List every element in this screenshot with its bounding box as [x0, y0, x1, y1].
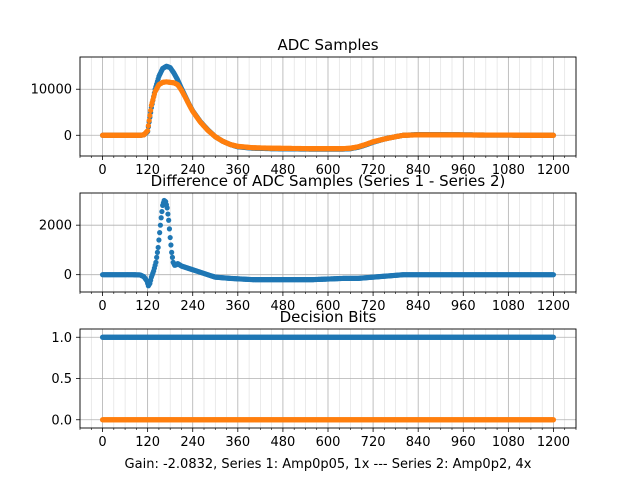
- data-point: [154, 249, 161, 255]
- x-tick-label: 960: [451, 299, 476, 314]
- x-tick-label: 0: [98, 163, 106, 178]
- x-tick-label: 240: [180, 435, 205, 450]
- data-point: [169, 249, 175, 255]
- data-point: [550, 417, 557, 423]
- data-point: [164, 205, 170, 211]
- major-gridlines: [80, 329, 576, 428]
- series-2-points: [99, 417, 557, 423]
- x-axis: 0 120 240 360 480 600 720 840 960 1080 1200: [79, 292, 577, 314]
- chart-title: Difference of ADC Samples (Series 1 - Se…: [151, 172, 506, 190]
- x-tick-label: 600: [316, 299, 341, 314]
- figure-footer: Gain: -2.0832, Series 1: Amp0p05, 1x ---…: [125, 457, 532, 472]
- minor-gridlines: [79, 193, 577, 292]
- x-tick-label: 600: [316, 163, 341, 178]
- x-tick-label: 360: [225, 299, 250, 314]
- data-point: [157, 222, 164, 228]
- chart-title: Decision Bits: [280, 308, 377, 326]
- data-point: [166, 217, 172, 223]
- y-tick-label: 2000: [39, 219, 72, 234]
- data-point: [550, 132, 557, 138]
- series-1-points: [99, 334, 557, 340]
- x-tick-label: 1080: [492, 435, 525, 450]
- x-axis: 0 120 240 360 480 600 720 840 960 1080 1200: [79, 428, 577, 450]
- x-tick-label: 240: [180, 163, 205, 178]
- major-gridlines: [80, 57, 576, 156]
- x-tick-label: 720: [361, 163, 386, 178]
- data-point: [550, 334, 557, 340]
- data-point: [148, 107, 154, 114]
- x-tick-label: 720: [361, 435, 386, 450]
- data-point: [169, 254, 176, 260]
- data-point: [147, 112, 153, 119]
- subplot-1: 0 120 240 360 480 600 720 840 960 1080 1200 0 10000 A…: [31, 36, 577, 178]
- y-axis: 0 2000: [39, 219, 80, 283]
- chart-title: ADC Samples: [277, 36, 378, 54]
- x-tick-label: 840: [406, 435, 431, 450]
- x-tick-label: 840: [406, 299, 431, 314]
- x-tick-label: 1080: [492, 299, 525, 314]
- x-tick-label: 1080: [492, 163, 525, 178]
- x-tick-label: 960: [451, 163, 476, 178]
- x-tick-label: 120: [135, 163, 160, 178]
- y-tick-label: 0.0: [51, 413, 72, 428]
- data-point: [153, 259, 159, 265]
- subplot-3: 0 120 240 360 480 600 720 840 960 1080 1200 0.0 0.5 1…: [51, 308, 577, 450]
- x-axis: 0 120 240 360 480 600 720 840 960 1080 1200: [79, 156, 577, 178]
- x-tick-label: 120: [135, 299, 160, 314]
- data-point: [165, 211, 171, 217]
- x-tick-label: 1200: [537, 163, 570, 178]
- x-tick-label: 1200: [537, 299, 570, 314]
- x-tick-label: 600: [316, 435, 341, 450]
- data-point: [157, 230, 163, 236]
- data-point: [154, 254, 160, 260]
- x-tick-label: 480: [270, 163, 295, 178]
- data-point: [156, 237, 162, 243]
- x-tick-label: 720: [361, 299, 386, 314]
- y-tick-label: 1.0: [51, 331, 72, 346]
- series-2-points: [99, 79, 557, 152]
- y-tick-label: 10000: [31, 83, 72, 98]
- data-point: [168, 242, 174, 248]
- data-point: [146, 117, 152, 124]
- y-tick-label: 0.5: [51, 372, 72, 387]
- x-tick-label: 480: [270, 435, 295, 450]
- data-point: [167, 234, 173, 241]
- x-tick-label: 960: [451, 435, 476, 450]
- data-point: [550, 272, 557, 278]
- x-tick-label: 120: [135, 435, 160, 450]
- x-tick-label: 480: [270, 299, 295, 314]
- y-axis: 0.0 0.5 1.0: [51, 331, 80, 428]
- y-axis: 0 10000: [31, 83, 80, 144]
- subplot-2: 0 120 240 360 480 600 720 840 960 1080 1200 0 2000 Di…: [39, 172, 577, 314]
- data-point: [159, 208, 165, 215]
- x-tick-label: 0: [98, 299, 106, 314]
- y-tick-label: 0: [64, 268, 72, 283]
- data-point: [145, 123, 151, 129]
- data-point: [166, 226, 173, 232]
- data-point: [145, 128, 151, 134]
- x-tick-label: 1200: [537, 435, 570, 450]
- series-1-points: [99, 197, 557, 289]
- x-tick-label: 840: [406, 163, 431, 178]
- y-tick-label: 0: [64, 129, 72, 144]
- data-point: [155, 244, 161, 251]
- x-tick-label: 240: [180, 299, 205, 314]
- x-tick-label: 0: [98, 435, 106, 450]
- x-tick-label: 360: [225, 163, 250, 178]
- data-point: [158, 215, 164, 221]
- x-tick-label: 360: [225, 435, 250, 450]
